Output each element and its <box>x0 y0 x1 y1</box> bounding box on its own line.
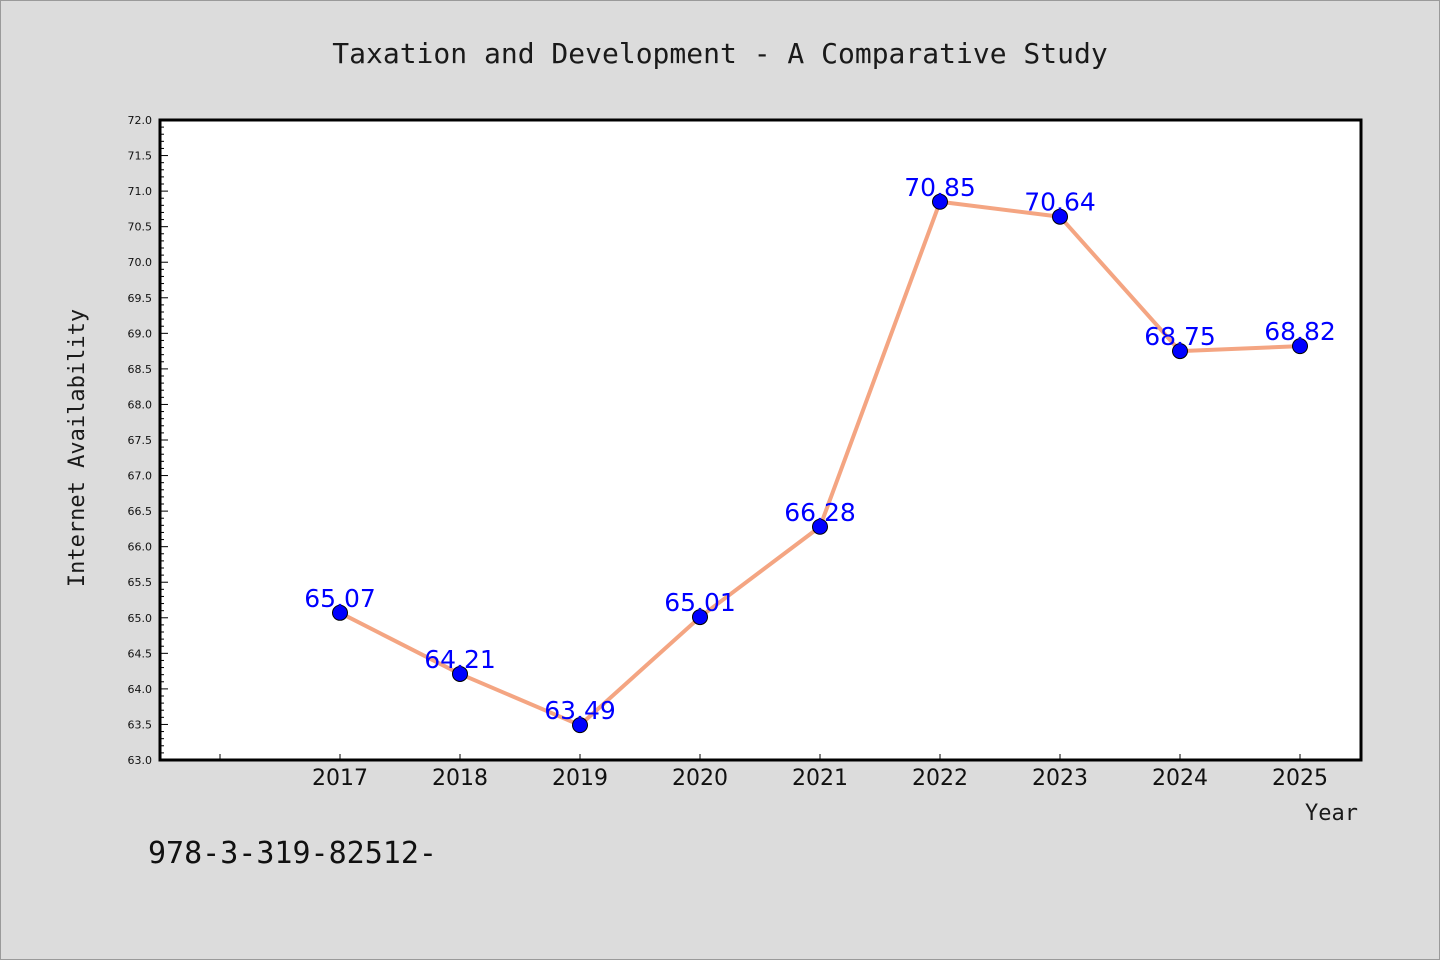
x-tick-label: 2022 <box>912 766 968 791</box>
x-tick-label: 2019 <box>552 766 608 791</box>
chart-title: Taxation and Development - A Comparative… <box>332 37 1107 70</box>
y-tick-label: 65.5 <box>128 576 153 589</box>
data-labels: 65.07 64.21 63.49 65.01 66.28 70.85 70.64 68.75… <box>304 173 1336 725</box>
y-tick-label: 70.0 <box>128 256 153 269</box>
x-tick-label: 2018 <box>432 766 488 791</box>
y-axis-label: Internet Availability <box>65 309 90 587</box>
data-label: 70.64 <box>1024 188 1096 217</box>
x-tick-label: 2023 <box>1032 766 1088 791</box>
y-tick-label: 71.0 <box>128 185 153 198</box>
data-label: 65.07 <box>304 584 376 613</box>
data-label: 65.01 <box>664 588 736 617</box>
isbn-text: 978-3-319-82512- <box>148 836 437 871</box>
series-layer <box>332 193 1308 734</box>
y-tick-label: 70.5 <box>128 221 153 234</box>
y-tick-label: 63.0 <box>128 754 153 767</box>
x-tick-label: 2025 <box>1272 766 1328 791</box>
data-label: 63.49 <box>544 696 616 725</box>
y-tick-label: 66.0 <box>128 541 153 554</box>
plot-area <box>160 120 1361 760</box>
y-tick-label: 68.5 <box>128 363 153 376</box>
y-tick-label: 65.0 <box>128 612 153 625</box>
plot-border <box>158 118 1363 762</box>
data-point <box>1172 343 1188 360</box>
x-tick-label: 2024 <box>1152 766 1208 791</box>
data-label: 66.28 <box>784 498 856 527</box>
y-tick-label: 67.5 <box>128 434 153 447</box>
x-tick-label: 2021 <box>792 766 848 791</box>
data-label: 64.21 <box>424 645 496 674</box>
x-tick-label: 2020 <box>672 766 728 791</box>
data-label: 68.82 <box>1264 317 1336 346</box>
data-label: 70.85 <box>904 173 976 202</box>
data-point <box>1052 208 1068 225</box>
data-label: 68.75 <box>1144 322 1216 351</box>
x-axis-label: Year <box>1305 801 1358 826</box>
data-point <box>1292 338 1308 355</box>
data-point <box>572 717 588 734</box>
y-axis: 63.0 63.5 64.0 64.5 65.0 65.5 66.0 66.5 67.0 67.5… <box>128 114 168 767</box>
data-point <box>692 609 708 626</box>
y-tick-label: 64.5 <box>128 647 153 660</box>
data-point <box>452 665 468 682</box>
data-point <box>812 518 828 535</box>
y-tick-label: 64.0 <box>128 683 153 696</box>
y-tick-label: 66.5 <box>128 505 153 518</box>
y-tick-label: 63.5 <box>128 718 153 731</box>
data-point <box>932 193 948 210</box>
y-tick-label: 69.5 <box>128 292 153 305</box>
x-tick-label: 2017 <box>312 766 368 791</box>
x-axis: 2017 2018 2019 2020 2021 2022 2023 2024 2025 <box>219 754 1328 791</box>
y-tick-label: 71.5 <box>128 150 153 163</box>
y-tick-label: 68.0 <box>128 398 153 411</box>
y-tick-label: 72.0 <box>128 114 153 127</box>
data-point <box>332 604 348 621</box>
y-tick-label: 67.0 <box>128 470 153 483</box>
y-tick-label: 69.0 <box>128 327 153 340</box>
